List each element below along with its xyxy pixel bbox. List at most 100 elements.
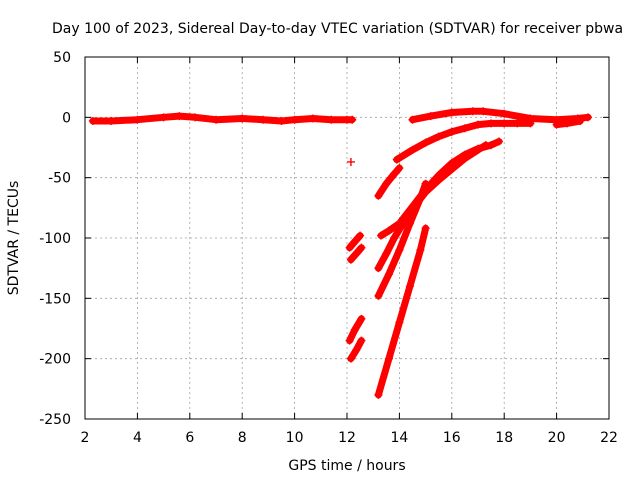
series-arc-d: [346, 336, 366, 363]
series-arc-single: [346, 157, 355, 166]
data-point-marker: [133, 115, 142, 124]
data-point-marker: [374, 264, 383, 273]
grid-layer: [85, 57, 609, 419]
data-point-marker: [346, 157, 355, 166]
data-point-marker: [426, 112, 435, 121]
data-point-marker: [408, 145, 417, 154]
data-point-marker: [346, 354, 355, 363]
y-tick-label: -250: [39, 412, 71, 428]
data-point-marker: [308, 114, 317, 123]
data-point-marker: [374, 291, 383, 300]
x-tick-label: 20: [548, 430, 566, 446]
series-arc-baseline-1: [88, 112, 357, 125]
x-tick-label: 8: [238, 430, 247, 446]
series-trace: [409, 107, 592, 124]
y-tick-label: 0: [62, 110, 71, 126]
data-point-marker: [552, 120, 561, 129]
data-point-marker: [345, 243, 354, 252]
data-point-marker: [107, 116, 116, 125]
x-tick-label: 12: [338, 430, 356, 446]
data-point-marker: [346, 255, 355, 264]
series-layer: [88, 107, 593, 399]
data-point-marker: [460, 154, 469, 163]
series-arc-a: [345, 231, 365, 252]
data-point-marker: [348, 115, 357, 124]
data-point-marker: [405, 219, 414, 228]
data-point-marker: [416, 246, 425, 255]
data-point-marker: [500, 109, 509, 118]
series-arc-i: [374, 179, 430, 300]
data-point-marker: [350, 237, 359, 246]
data-point-marker: [238, 114, 247, 123]
data-point-marker: [352, 249, 361, 258]
series-arc-e: [374, 164, 404, 200]
data-point-marker: [384, 270, 393, 279]
data-point-marker: [468, 107, 477, 116]
y-axis-label: SDTVAR / TECUs: [6, 181, 22, 296]
data-point-marker: [345, 336, 354, 345]
data-point-marker: [175, 112, 184, 121]
data-point-marker: [290, 115, 299, 124]
data-point-marker: [563, 119, 572, 128]
data-point-marker: [159, 113, 168, 122]
data-point-marker: [513, 119, 522, 128]
x-axis-label: GPS time / hours: [288, 458, 405, 474]
series-arc-g: [377, 137, 503, 240]
series-arc-f: [392, 119, 535, 164]
series-arc-c: [345, 314, 366, 345]
series-trace: [374, 180, 430, 300]
data-point-marker: [357, 336, 366, 345]
data-point-marker: [395, 318, 404, 327]
data-point-marker: [584, 113, 593, 122]
data-point-marker: [259, 115, 268, 124]
data-point-marker: [487, 119, 496, 128]
data-point-marker: [421, 224, 430, 233]
data-point-marker: [474, 120, 482, 129]
data-point-marker: [421, 138, 430, 147]
data-point-marker: [421, 179, 430, 188]
data-point-marker: [390, 234, 399, 242]
data-point-marker: [357, 243, 366, 252]
data-point-marker: [382, 249, 391, 258]
data-point-marker: [356, 231, 365, 240]
x-tick-label: 6: [185, 430, 194, 446]
data-point-marker: [277, 116, 286, 125]
series-arc-baseline-3: [552, 116, 585, 129]
y-tick-label: -100: [39, 231, 71, 247]
data-point-marker: [494, 137, 503, 146]
series-arc-j: [374, 224, 430, 399]
data-point-marker: [88, 116, 97, 125]
data-point-marker: [479, 107, 488, 116]
data-point-marker: [212, 115, 220, 124]
series-trace: [374, 141, 490, 272]
data-point-marker: [576, 116, 585, 125]
data-point-marker: [357, 314, 366, 323]
data-point-marker: [382, 179, 391, 188]
data-point-marker: [447, 108, 456, 117]
series-arc-b: [346, 243, 366, 264]
data-point-marker: [405, 282, 414, 291]
data-point-marker: [434, 176, 443, 185]
data-point-marker: [327, 115, 336, 124]
data-point-marker: [191, 113, 200, 122]
data-point-marker: [350, 325, 359, 334]
data-point-marker: [352, 346, 361, 355]
data-point-marker: [390, 170, 399, 179]
data-point-marker: [408, 115, 417, 124]
data-point-marker: [384, 354, 393, 363]
series-trace: [374, 164, 403, 200]
series-arc-h: [374, 141, 490, 273]
y-tick-label: -150: [39, 291, 71, 307]
data-point-marker: [526, 119, 535, 128]
y-tick-label: -50: [48, 171, 71, 187]
x-tick-label: 16: [443, 430, 461, 446]
data-point-marker: [392, 155, 401, 164]
data-point-marker: [374, 191, 383, 200]
data-point-marker: [374, 390, 383, 399]
x-tick-label: 10: [286, 430, 304, 446]
data-point-marker: [447, 127, 456, 136]
x-tick-label: 18: [495, 430, 513, 446]
data-point-marker: [416, 194, 425, 203]
x-tick-label: 2: [81, 430, 90, 446]
